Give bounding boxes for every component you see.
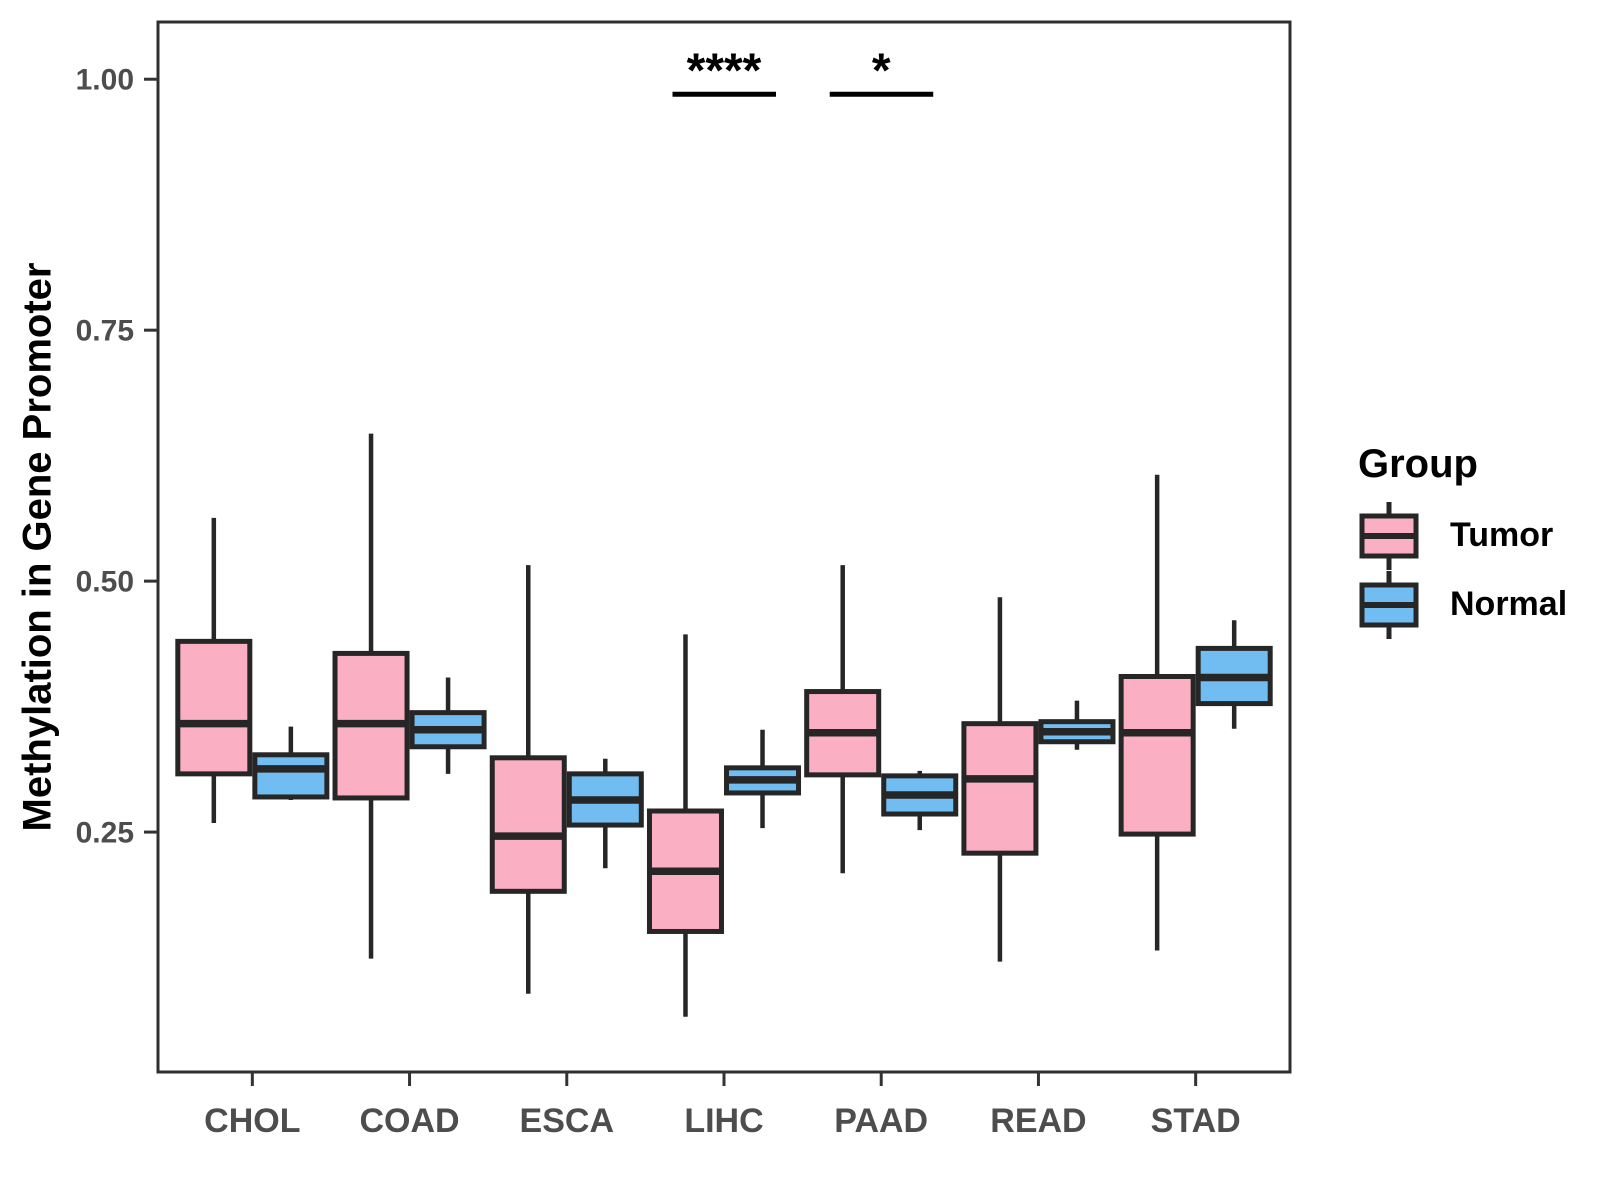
significance-stars-paad: * [872, 44, 891, 97]
x-tick-label-coad: COAD [360, 1102, 460, 1140]
x-tick-label-lihc: LIHC [684, 1102, 763, 1140]
y-tick-label: 0.25 [76, 816, 134, 849]
y-axis-title: Methylation in Gene Promoter [15, 262, 60, 832]
significance-stars-lihc: **** [687, 44, 762, 97]
normal-boxplot-key-icon [1359, 570, 1419, 639]
x-tick-label-read: READ [990, 1102, 1086, 1140]
tumor-boxplot-key-icon [1359, 501, 1419, 570]
tumor-box-read [961, 721, 1039, 856]
x-tick-label-paad: PAAD [834, 1102, 928, 1140]
x-tick-label-chol: CHOL [204, 1102, 300, 1140]
legend-label-normal: Normal [1450, 585, 1568, 623]
tumor-box-esca [489, 755, 567, 894]
y-tick-label: 1.00 [76, 63, 134, 96]
legend-item-tumor: Tumor [1330, 501, 1567, 570]
y-tick-label: 0.50 [76, 565, 134, 598]
x-tick-label-stad: STAD [1151, 1102, 1241, 1140]
legend-label-tumor: Tumor [1450, 516, 1554, 554]
tumor-box-stad [1118, 673, 1196, 837]
legend-title: Group [1358, 442, 1478, 486]
legend: Group Tumor Normal [1330, 442, 1567, 639]
x-tick-label-esca: ESCA [520, 1102, 614, 1140]
legend-item-normal: Normal [1330, 570, 1567, 639]
plot-panel-border [156, 20, 1292, 1074]
y-tick-label: 0.75 [76, 314, 134, 347]
normal-box-chol [252, 752, 330, 800]
tumor-box-chol [175, 638, 253, 777]
